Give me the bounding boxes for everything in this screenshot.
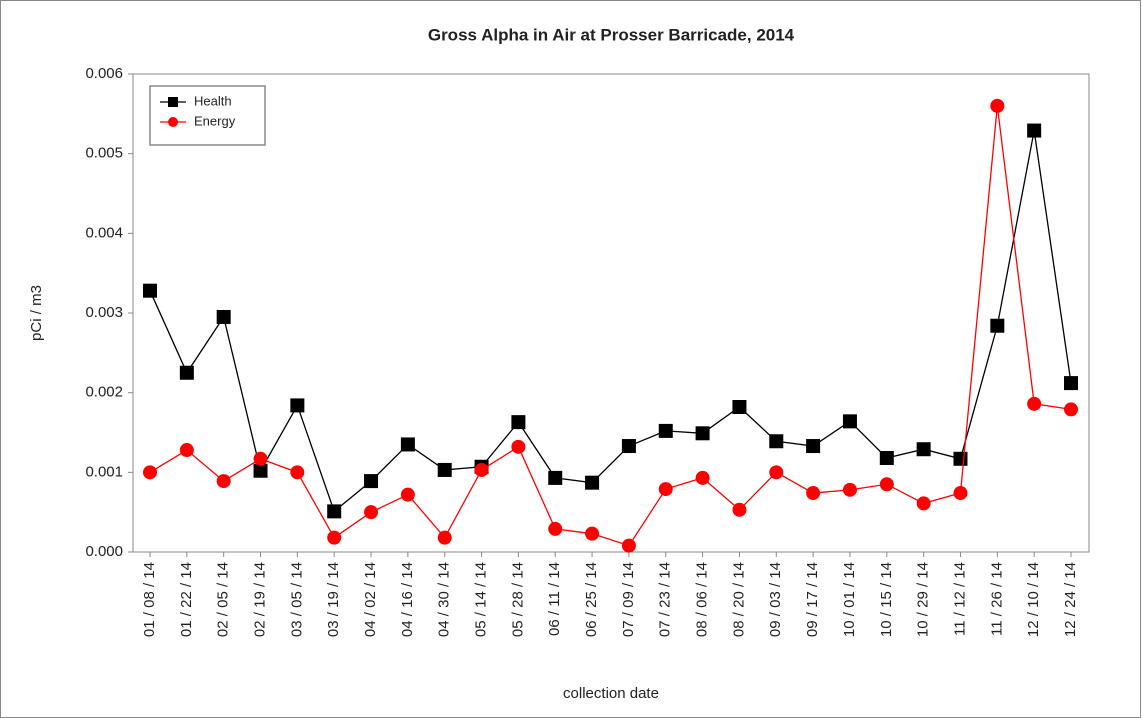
data-point (511, 439, 526, 454)
x-axis-label: collection date (563, 685, 659, 702)
data-point (327, 504, 342, 519)
data-point (695, 470, 710, 485)
data-point (437, 530, 452, 545)
data-point (916, 496, 931, 511)
data-point (216, 309, 231, 324)
y-tick-label: 0.001 (85, 463, 123, 480)
data-point (253, 463, 268, 478)
x-tick-label: 03 / 19 / 14 (325, 562, 342, 637)
data-point (364, 474, 379, 489)
x-tick-label: 01 / 08 / 14 (141, 562, 158, 637)
x-tick-label: 05 / 28 / 14 (509, 562, 526, 637)
legend-marker (168, 117, 178, 127)
data-point (695, 426, 710, 441)
legend-box (149, 85, 266, 146)
y-axis-label: pCi / m3 (28, 285, 45, 341)
x-tick-label: 04 / 16 / 14 (399, 562, 416, 637)
data-point (732, 400, 747, 415)
data-point (290, 465, 305, 480)
data-point (879, 450, 894, 465)
data-point (990, 318, 1005, 333)
y-tick-label: 0.002 (85, 384, 123, 401)
x-tick-label: 07 / 09 / 14 (620, 562, 637, 637)
data-point (842, 414, 857, 429)
data-point (143, 465, 157, 480)
data-point (290, 398, 305, 413)
x-tick-label: 10 / 15 / 14 (878, 562, 895, 637)
x-tick-label: 04 / 30 / 14 (436, 562, 453, 637)
data-point (474, 462, 489, 477)
data-point (1064, 376, 1078, 391)
legend-marker (168, 97, 178, 107)
y-tick-label: 0.003 (85, 304, 123, 321)
data-point (769, 465, 784, 480)
data-point (216, 474, 231, 489)
x-tick-label: 07 / 23 / 14 (657, 562, 674, 637)
x-tick-label: 09 / 03 / 14 (767, 562, 784, 637)
y-tick-label: 0.005 (85, 145, 123, 162)
data-point (1064, 402, 1078, 417)
legend-label: Energy (194, 113, 236, 128)
data-point (585, 526, 600, 541)
data-point (400, 437, 415, 452)
data-point (769, 434, 784, 449)
data-point (1027, 396, 1042, 411)
data-point (658, 423, 673, 438)
x-tick-label: 11 / 12 / 14 (951, 562, 968, 636)
chart-title: Gross Alpha in Air at Prosser Barricade,… (428, 25, 795, 44)
x-tick-label: 08 / 20 / 14 (730, 562, 747, 637)
x-tick-label: 01 / 22 / 14 (178, 562, 195, 637)
x-tick-label: 08 / 06 / 14 (694, 562, 711, 637)
data-point (585, 475, 600, 490)
data-point (548, 521, 563, 536)
data-point (916, 442, 931, 457)
data-point (621, 439, 636, 454)
x-tick-label: 10 / 29 / 14 (915, 562, 932, 637)
data-point (327, 530, 342, 545)
data-point (732, 502, 747, 517)
data-point (806, 486, 821, 501)
data-point (179, 365, 194, 380)
x-tick-label: 02 / 19 / 14 (251, 562, 268, 637)
data-point (437, 462, 452, 477)
x-tick-label: 02 / 05 / 14 (215, 562, 232, 637)
data-point (179, 443, 194, 458)
legend-label: Health (194, 93, 232, 108)
data-point (511, 415, 526, 430)
data-point (1027, 123, 1042, 138)
x-tick-label: 10 / 01 / 14 (841, 562, 858, 637)
data-point (621, 538, 636, 553)
data-point (253, 451, 268, 466)
y-tick-label: 0.000 (85, 543, 123, 560)
x-tick-label: 03 / 05 / 14 (288, 562, 305, 637)
data-point (658, 482, 673, 497)
x-tick-label: 05 / 14 / 14 (473, 562, 490, 637)
x-tick-label: 12 / 10 / 14 (1025, 562, 1042, 637)
y-tick-label: 0.006 (85, 65, 123, 82)
data-point (548, 470, 563, 485)
x-tick-label: 12 / 24 / 14 (1062, 562, 1079, 637)
data-point (364, 505, 379, 520)
data-point (842, 482, 857, 497)
data-point (400, 487, 415, 502)
x-tick-label: 06 / 11 / 14 (546, 562, 563, 636)
x-tick-label: 09 / 17 / 14 (804, 562, 821, 637)
data-point (806, 439, 821, 454)
x-tick-label: 04 / 02 / 14 (362, 562, 379, 637)
y-tick-label: 0.004 (85, 224, 123, 241)
x-tick-label: 06 / 25 / 14 (583, 562, 600, 637)
data-point (879, 477, 894, 492)
data-point (953, 486, 968, 501)
x-tick-label: 11 / 26 / 14 (988, 562, 1005, 636)
data-point (143, 283, 157, 298)
data-point (990, 98, 1005, 113)
data-point (953, 451, 968, 466)
